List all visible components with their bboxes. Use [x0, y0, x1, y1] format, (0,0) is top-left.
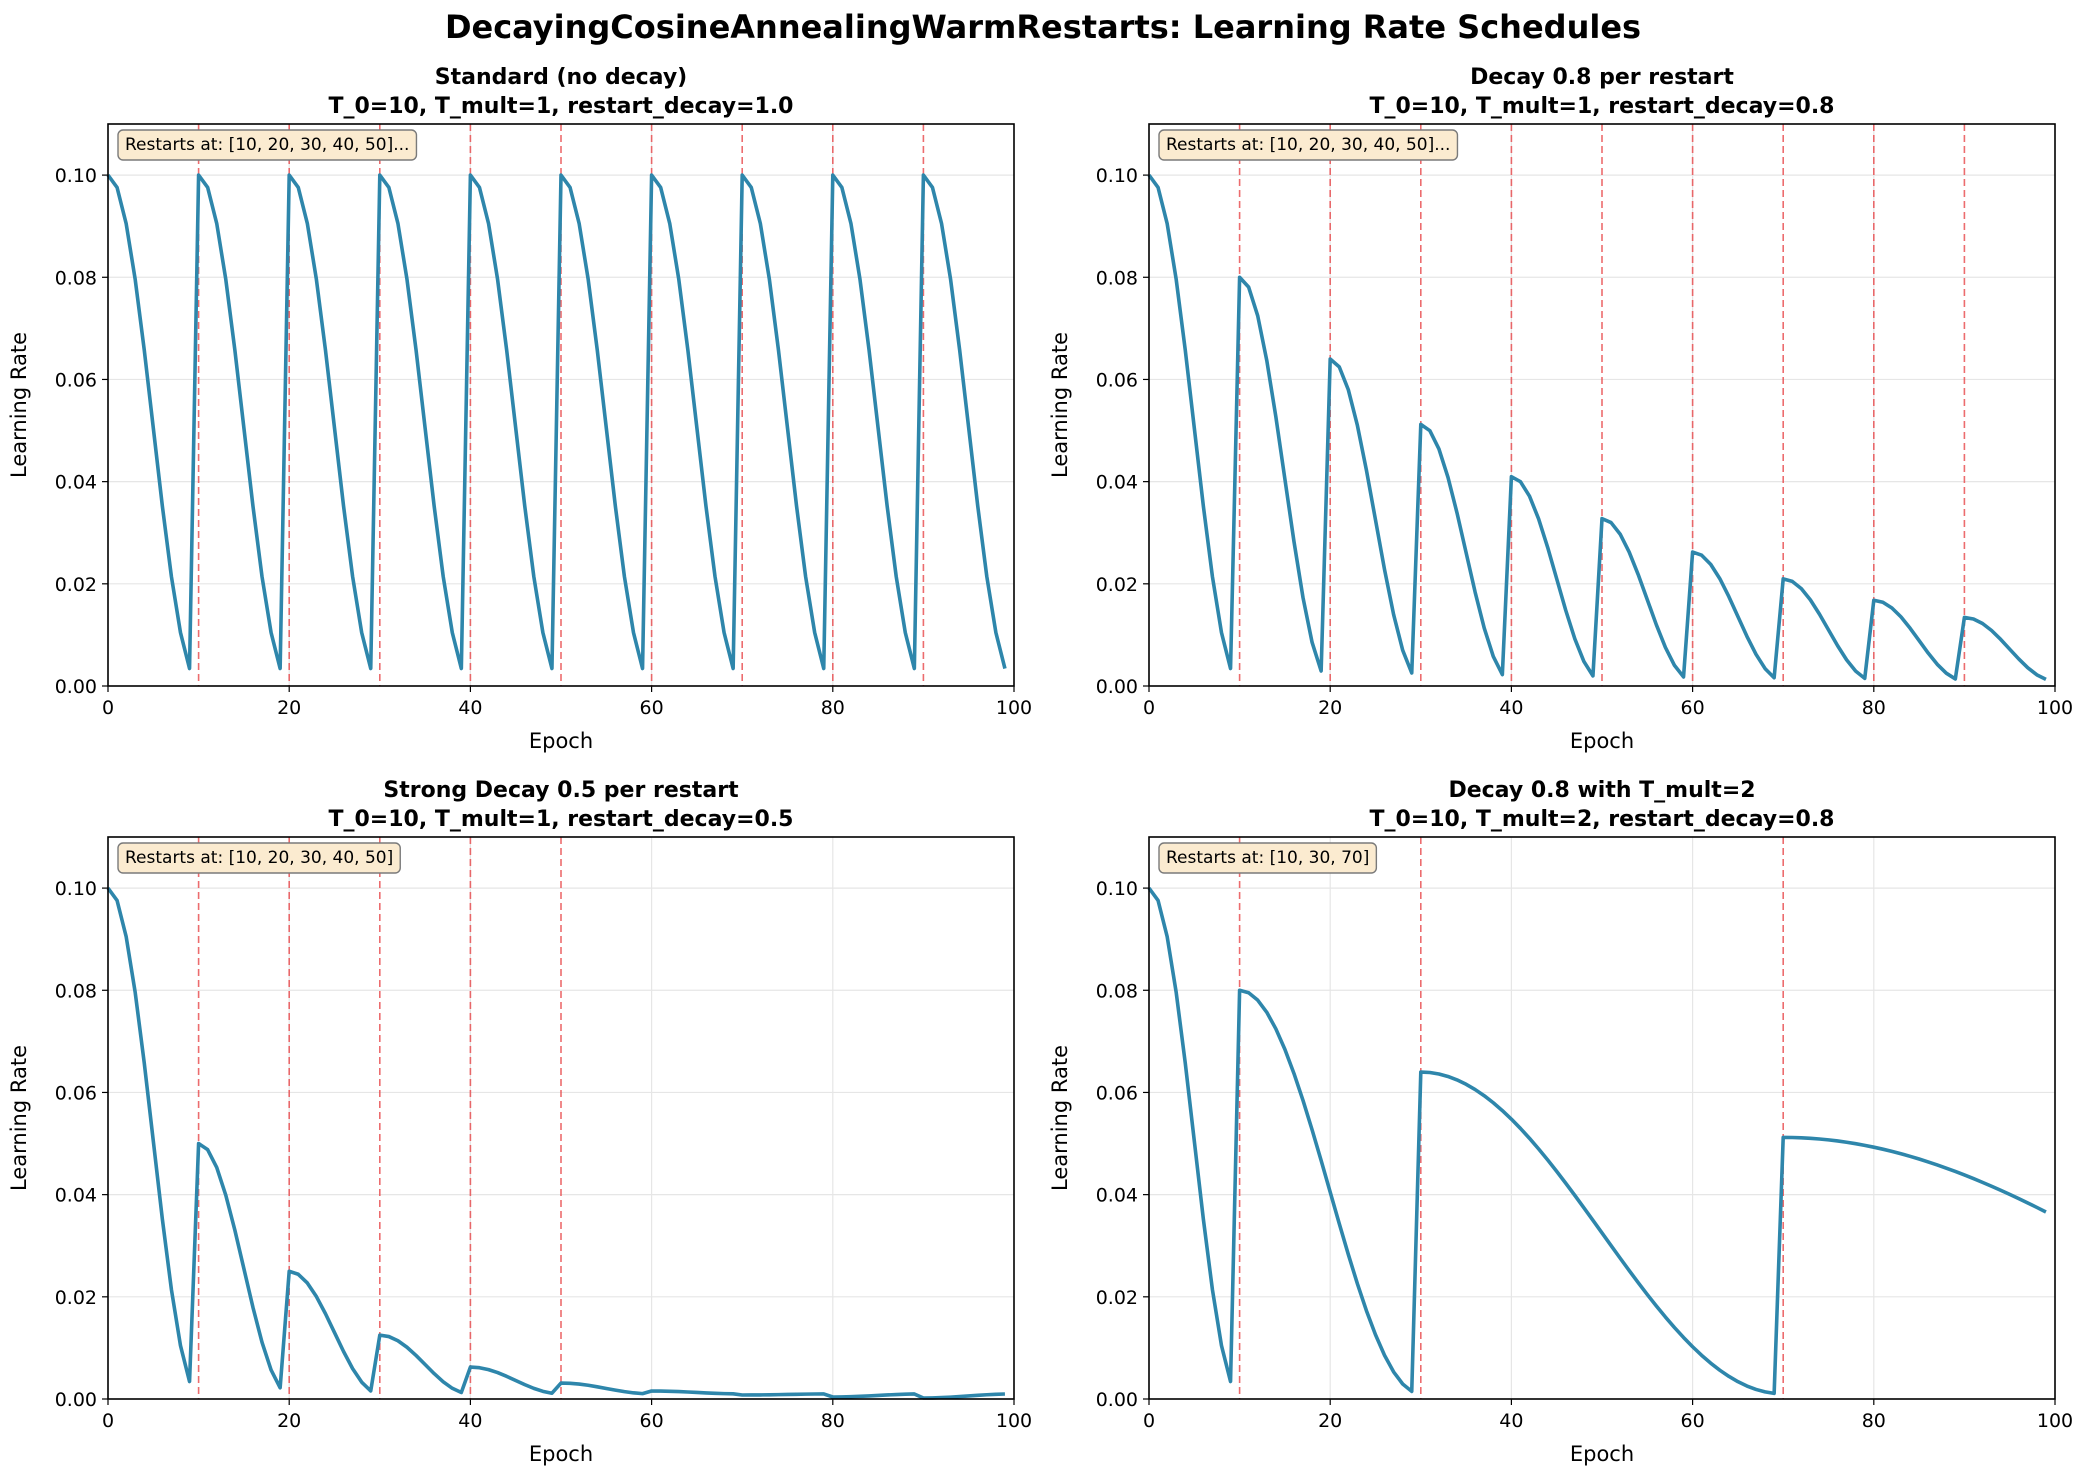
- x-tick-label: 0: [102, 1410, 114, 1432]
- y-tick-label: 0.00: [55, 1389, 97, 1411]
- y-tick-label: 0.10: [55, 878, 97, 900]
- chart-title: Strong Decay 0.5 per restart: [383, 778, 739, 803]
- x-tick-label: 40: [1499, 697, 1523, 719]
- lr-series-line: [106, 173, 1007, 671]
- chart-subtitle: T_0=10, T_mult=2, restart_decay=0.8: [1369, 807, 1834, 832]
- chart-title: Decay 0.8 with T_mult=2: [1448, 778, 1755, 803]
- restart-annotation-box: [117, 129, 418, 161]
- x-tick-label: 0: [1143, 1410, 1155, 1432]
- y-axis-label: Learning Rate: [7, 1045, 31, 1191]
- chart-title: Standard (no decay): [435, 65, 687, 90]
- x-tick-label: 100: [996, 1410, 1032, 1432]
- plot-frame: [1148, 836, 2056, 1400]
- x-axis-label: Epoch: [1570, 729, 1634, 753]
- y-axis-label: Learning Rate: [1048, 1045, 1072, 1191]
- y-tick-label: 0.02: [1096, 1287, 1138, 1309]
- chart-subtitle: T_0=10, T_mult=1, restart_decay=1.0: [328, 94, 793, 119]
- y-tick-label: 0.04: [55, 472, 97, 494]
- x-tick-label: 40: [1499, 1410, 1523, 1432]
- y-tick-label: 0.06: [1096, 1082, 1138, 1104]
- x-tick-label: 100: [996, 697, 1032, 719]
- x-tick-label: 0: [1143, 697, 1155, 719]
- restart-annotation-text: Restarts at: [10, 20, 30, 40, 50]...: [1166, 135, 1450, 155]
- lr-series-line: [106, 887, 1005, 1400]
- x-tick-label: 60: [1681, 1410, 1705, 1432]
- y-tick-label: 0.04: [1096, 1185, 1138, 1207]
- y-tick-label: 0.00: [1096, 1389, 1138, 1411]
- y-axis-label: Learning Rate: [7, 332, 31, 478]
- chart-panel-3: Strong Decay 0.5 per restart T_0=10, T_mu…: [7, 778, 1032, 1466]
- lr-series-line: [1147, 174, 2047, 681]
- chart-panel-2: Decay 0.8 per restart T_0=10, T_mult=1, r…: [1048, 65, 2073, 753]
- chart-subtitle: T_0=10, T_mult=1, restart_decay=0.5: [328, 807, 793, 832]
- x-tick-label: 80: [1862, 1410, 1886, 1432]
- y-tick-label: 0.04: [1096, 472, 1138, 494]
- plot-frame: [107, 123, 1015, 687]
- x-tick-label: 80: [1862, 697, 1886, 719]
- y-tick-label: 0.10: [1096, 165, 1138, 187]
- y-axis-label: Learning Rate: [1048, 332, 1072, 478]
- y-tick-label: 0.04: [55, 1185, 97, 1207]
- x-tick-label: 100: [2037, 1410, 2073, 1432]
- x-tick-label: 20: [277, 1410, 301, 1432]
- y-tick-label: 0.10: [1096, 878, 1138, 900]
- y-tick-label: 0.02: [1096, 574, 1138, 596]
- x-axis-label: Epoch: [1570, 1442, 1634, 1466]
- lr-series-line: [1147, 887, 2047, 1396]
- x-axis-label: Epoch: [529, 729, 593, 753]
- figure-title: DecayingCosineAnnealingWarmRestarts: Lea…: [444, 8, 1642, 46]
- restart-annotation-text: Restarts at: [10, 20, 30, 40, 50]: [125, 848, 393, 868]
- x-tick-label: 20: [277, 697, 301, 719]
- restart-annotation-box: [1158, 129, 1459, 161]
- y-tick-label: 0.02: [55, 574, 97, 596]
- plot-frame: [107, 836, 1015, 1400]
- y-tick-label: 0.00: [1096, 676, 1138, 698]
- x-tick-label: 40: [458, 1410, 482, 1432]
- x-tick-label: 80: [821, 1410, 845, 1432]
- restart-annotation-text: Restarts at: [10, 30, 70]: [1166, 848, 1369, 868]
- y-tick-label: 0.06: [55, 1082, 97, 1104]
- restart-annotation-text: Restarts at: [10, 20, 30, 40, 50]...: [125, 135, 409, 155]
- restart-annotation-box: [117, 842, 401, 874]
- y-tick-label: 0.08: [1096, 267, 1138, 289]
- x-tick-label: 60: [640, 697, 664, 719]
- x-tick-label: 40: [458, 697, 482, 719]
- x-tick-label: 80: [821, 697, 845, 719]
- x-tick-label: 20: [1318, 1410, 1342, 1432]
- x-tick-label: 0: [102, 697, 114, 719]
- x-tick-label: 60: [1681, 697, 1705, 719]
- y-tick-label: 0.10: [55, 165, 97, 187]
- x-tick-label: 60: [640, 1410, 664, 1432]
- y-tick-label: 0.08: [55, 267, 97, 289]
- x-axis-label: Epoch: [529, 1442, 593, 1466]
- chart-subtitle: T_0=10, T_mult=1, restart_decay=0.8: [1369, 94, 1834, 119]
- y-tick-label: 0.06: [1096, 369, 1138, 391]
- y-tick-label: 0.08: [55, 980, 97, 1002]
- plot-frame: [1148, 123, 2056, 687]
- y-tick-label: 0.02: [55, 1287, 97, 1309]
- chart-title: Decay 0.8 per restart: [1470, 65, 1734, 90]
- chart-panel-4: Decay 0.8 with T_mult=2 T_0=10, T_mult=2,…: [1048, 778, 2073, 1466]
- restart-annotation-box: [1158, 842, 1378, 874]
- y-tick-label: 0.08: [1096, 980, 1138, 1002]
- x-tick-label: 20: [1318, 697, 1342, 719]
- x-tick-label: 100: [2037, 697, 2073, 719]
- chart-panel-1: Standard (no decay) T_0=10, T_mult=1, res…: [7, 65, 1032, 753]
- y-tick-label: 0.00: [55, 676, 97, 698]
- y-tick-label: 0.06: [55, 369, 97, 391]
